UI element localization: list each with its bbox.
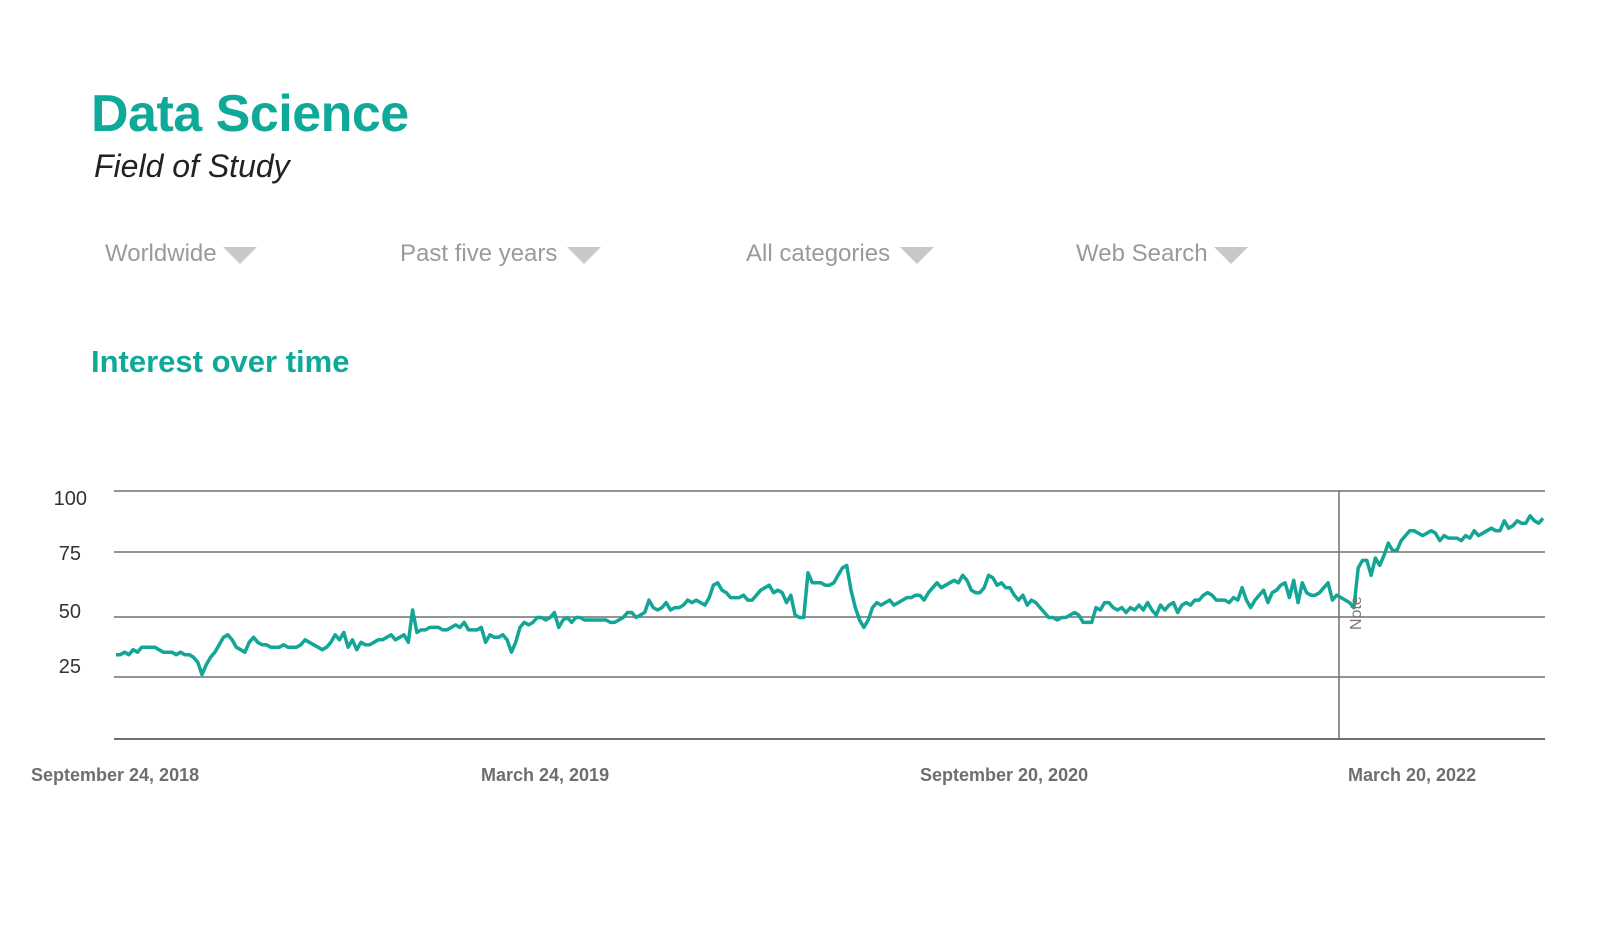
dropdown-triangle-icon	[567, 246, 602, 264]
note-annotation[interactable]: Note	[1348, 596, 1365, 630]
x-tick-label: March 20, 2022	[1348, 765, 1477, 785]
section-title: Interest over time	[91, 344, 350, 379]
page-title: Data Science	[91, 85, 409, 143]
y-tick-25: 25	[58, 656, 81, 678]
category-filter-dropdown[interactable]: All categories	[746, 240, 935, 268]
time-range-filter-dropdown[interactable]: Past five years	[400, 240, 602, 268]
category-filter-label: All categories	[746, 240, 891, 267]
y-tick-100: 100	[53, 488, 87, 510]
time-range-filter-label: Past five years	[400, 240, 558, 267]
location-filter-label: Worldwide	[105, 240, 217, 267]
x-tick-label: September 20, 2020	[920, 765, 1089, 785]
dropdown-triangle-icon	[1213, 246, 1248, 264]
y-tick-75: 75	[58, 543, 81, 565]
location-filter-dropdown[interactable]: Worldwide	[105, 240, 257, 268]
dropdown-triangle-icon	[900, 246, 935, 264]
dropdown-triangle-icon	[222, 246, 257, 264]
gridlines	[114, 490, 1545, 740]
x-tick-label: March 24, 2019	[481, 765, 610, 785]
data-science-series-line	[116, 514, 1545, 677]
page-subtitle: Field of Study	[94, 148, 290, 184]
search-type-filter-label: Web Search	[1076, 240, 1208, 267]
search-type-filter-dropdown[interactable]: Web Search	[1076, 240, 1248, 268]
y-tick-50: 50	[58, 601, 81, 623]
x-tick-label: September 24, 2018	[31, 765, 200, 785]
